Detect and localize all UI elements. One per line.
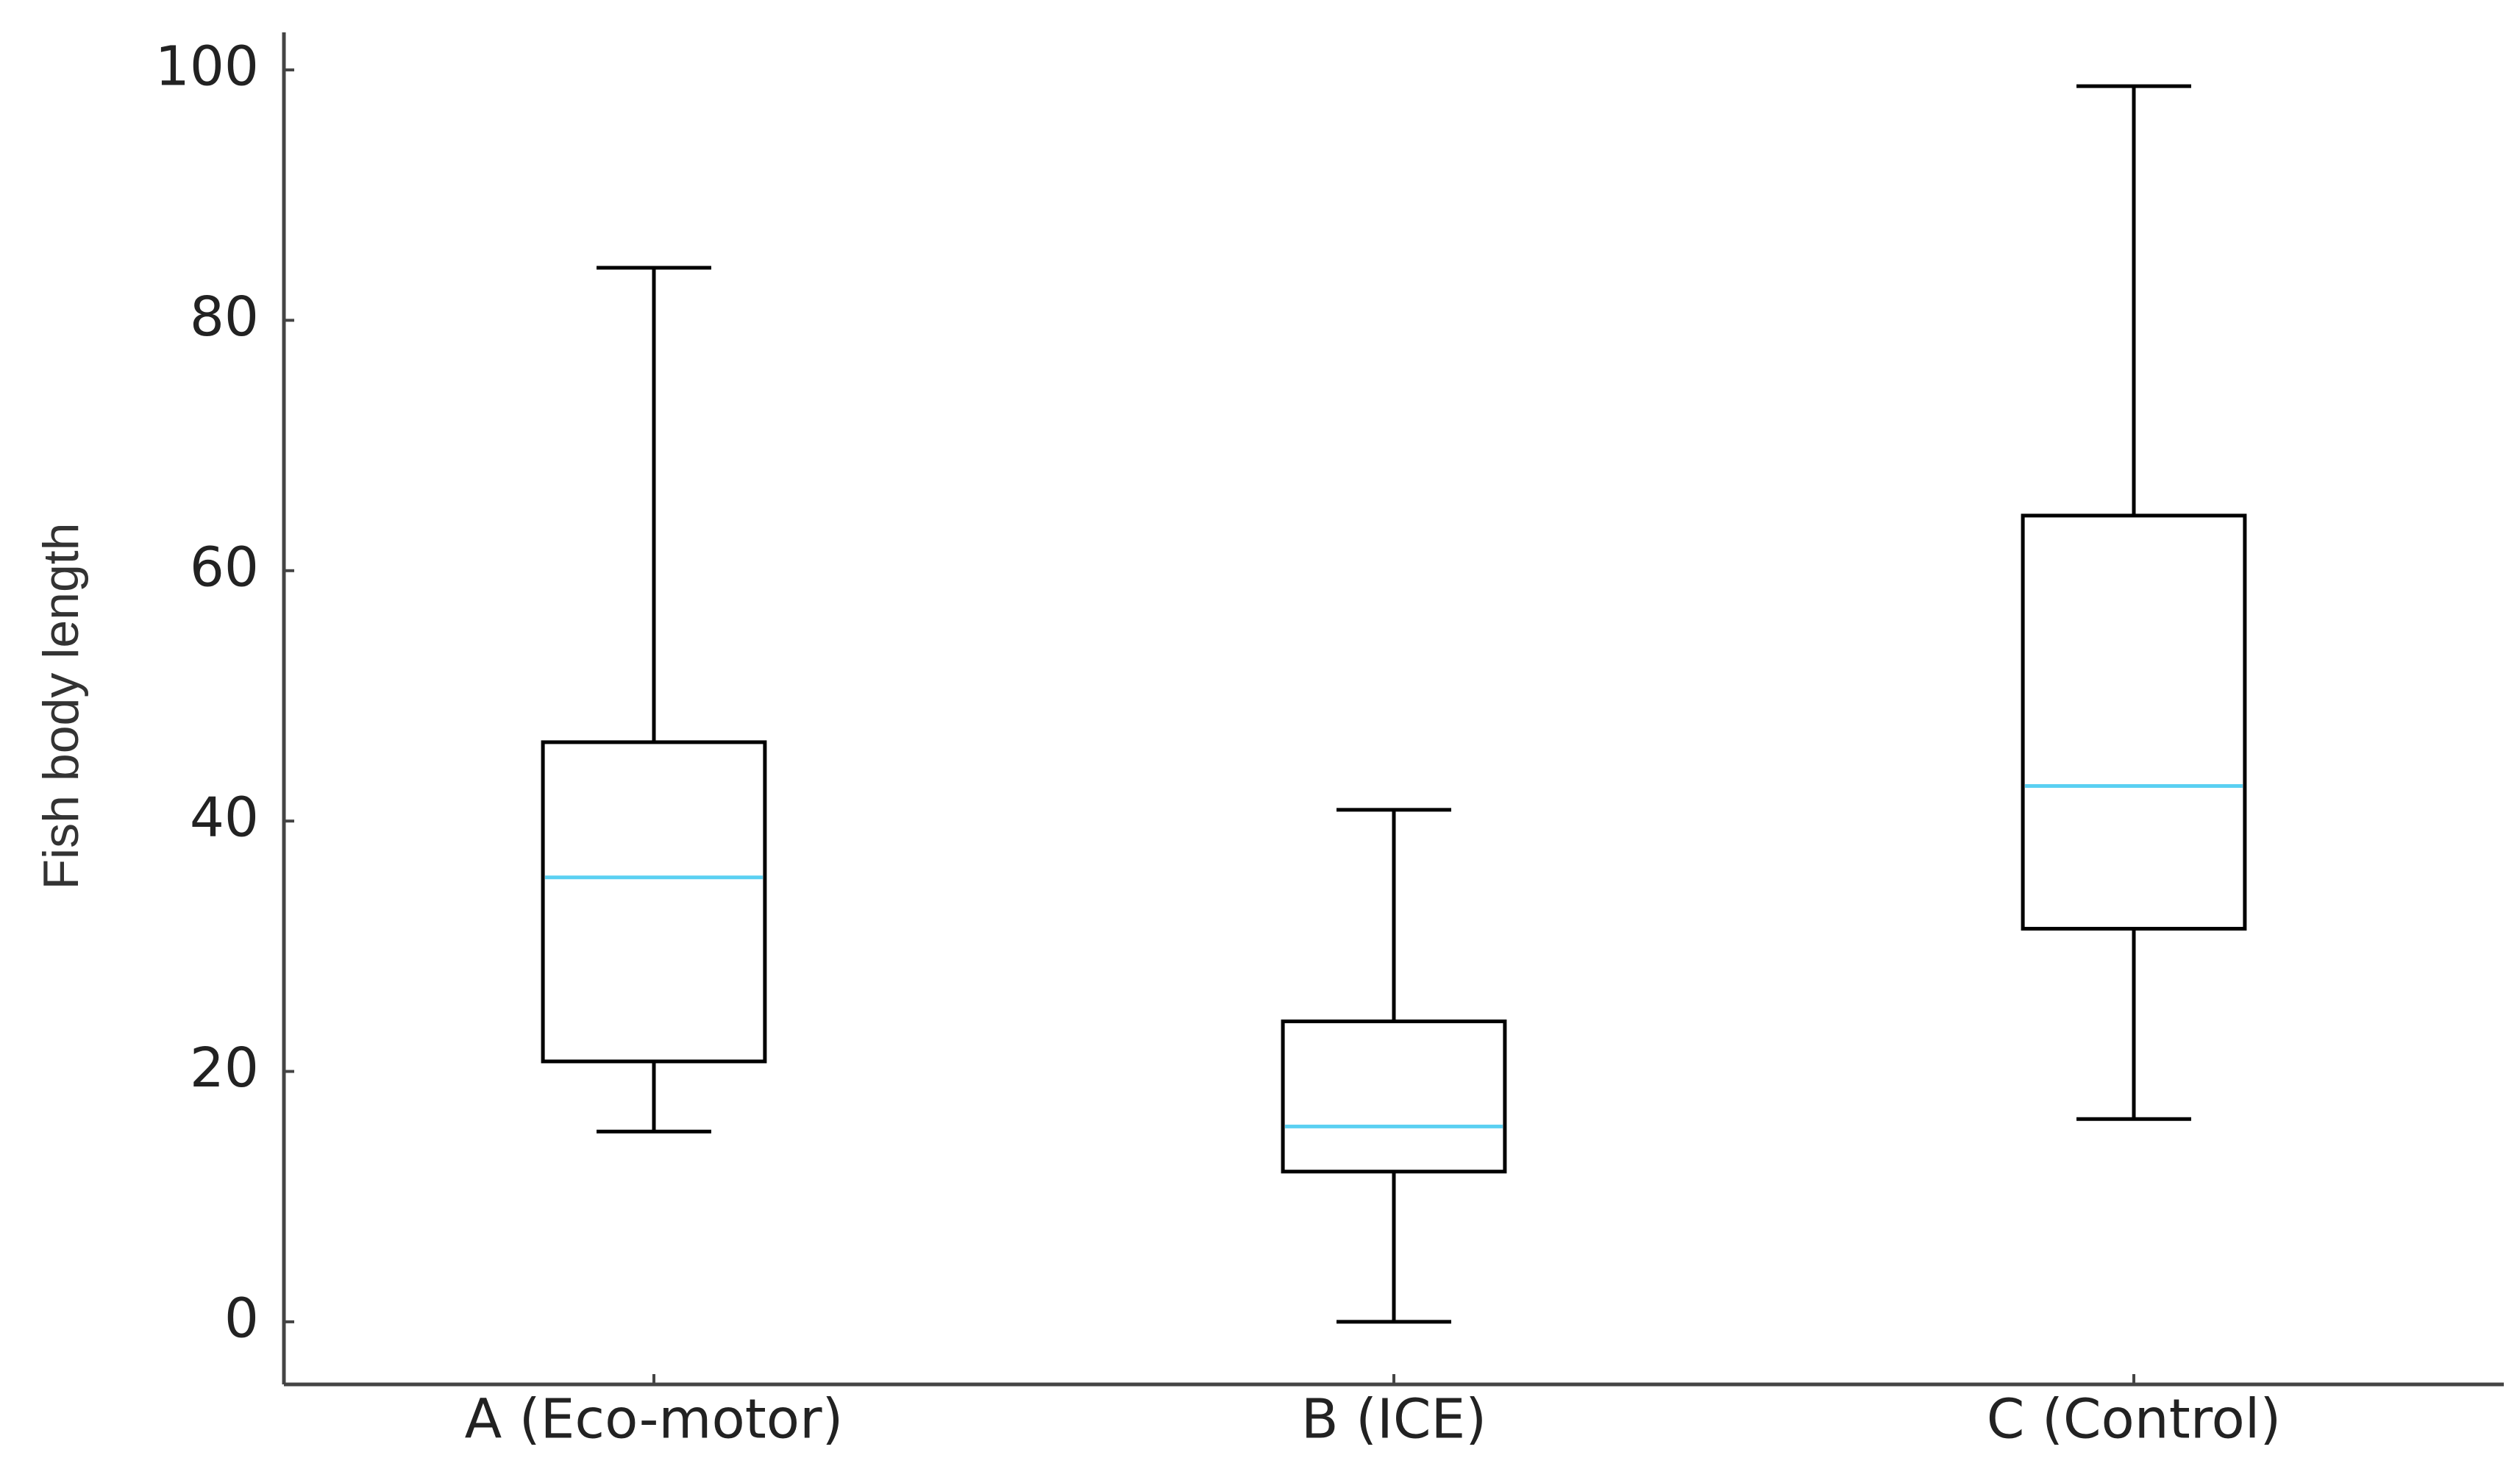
x-tick-label: A (Eco-motor) — [465, 1388, 844, 1451]
y-tick-label: 20 — [190, 1036, 259, 1100]
y-tick-label: 0 — [224, 1287, 259, 1350]
x-tick-label: C (Control) — [1987, 1388, 2281, 1451]
y-tick-label: 60 — [190, 536, 259, 599]
box — [1281, 1019, 1507, 1174]
box — [541, 740, 767, 1064]
x-tick-label: B (ICE) — [1301, 1388, 1487, 1451]
y-tick-label: 80 — [190, 285, 259, 349]
box — [2021, 513, 2247, 931]
y-tick-label: 100 — [155, 35, 259, 99]
y-tick-label: 40 — [190, 786, 259, 850]
y-axis-label: Fish body length — [33, 523, 89, 890]
